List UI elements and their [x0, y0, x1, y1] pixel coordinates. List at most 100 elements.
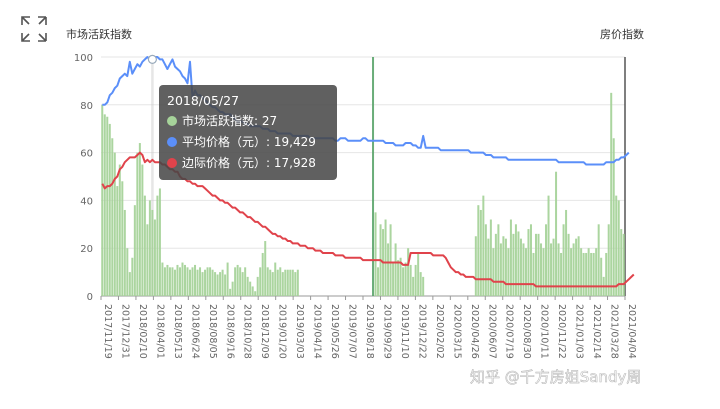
y-tick-label: 80	[80, 101, 93, 112]
bar	[615, 195, 618, 296]
x-tick-label: 2019/04/14	[312, 304, 323, 359]
bar	[555, 171, 558, 296]
bar	[234, 267, 237, 296]
bar	[620, 229, 623, 296]
bar	[204, 269, 207, 296]
bar	[196, 269, 199, 296]
bar	[206, 267, 209, 296]
x-tick-label: 2019/11/10	[399, 304, 410, 359]
bar	[522, 243, 525, 296]
x-tick-label: 2021/01/03	[574, 304, 585, 359]
tooltip-row-activity: 市场活跃指数: 27	[182, 113, 277, 128]
bar	[507, 248, 510, 296]
bar	[259, 267, 262, 296]
bar	[194, 264, 197, 296]
avg-price-line	[102, 56, 630, 166]
x-tick-label: 2020/06/07	[486, 304, 497, 359]
bar	[229, 288, 232, 296]
bar	[570, 248, 573, 296]
bar	[565, 209, 568, 296]
bar	[489, 219, 492, 296]
bar	[479, 209, 482, 296]
x-tick-label: 2019/01/20	[277, 304, 288, 359]
bar	[181, 262, 184, 296]
bar	[101, 104, 104, 296]
bar	[239, 267, 242, 296]
x-tick-label: 2021/02/14	[591, 304, 602, 359]
bar	[148, 200, 151, 296]
bar	[186, 267, 189, 296]
bar	[494, 233, 497, 296]
bar	[103, 114, 106, 296]
bar	[271, 272, 274, 296]
x-tick-label: 2021/03/28	[609, 304, 620, 359]
bar	[158, 188, 161, 296]
bar	[254, 291, 257, 296]
bar	[276, 269, 279, 296]
expand-arrows-icon[interactable]	[21, 16, 47, 42]
bar	[291, 269, 294, 296]
x-tick-label: 2018/12/09	[259, 304, 270, 359]
bar	[146, 224, 149, 296]
bar	[575, 238, 578, 296]
bar	[281, 272, 284, 296]
x-tick-label: 2019/07/07	[347, 304, 358, 359]
bar	[289, 269, 292, 296]
bar	[585, 252, 588, 296]
bar	[537, 233, 540, 296]
bar	[236, 264, 239, 296]
bar	[231, 281, 234, 296]
bar	[279, 267, 282, 296]
x-tick-label: 2020/11/22	[556, 304, 567, 359]
bar	[514, 224, 517, 296]
bar	[529, 224, 532, 296]
bar	[562, 224, 565, 296]
bar	[168, 267, 171, 296]
bar	[595, 248, 598, 296]
bar	[567, 233, 570, 296]
left-axis-title: 市场活跃指数	[66, 27, 132, 41]
bar	[547, 195, 550, 296]
bar	[377, 267, 380, 296]
bar	[545, 224, 548, 296]
bar	[550, 243, 553, 296]
bar	[163, 267, 166, 296]
x-tick-label: 2018/09/16	[224, 304, 235, 359]
bar	[524, 248, 527, 296]
x-tick-label: 2018/04/01	[154, 304, 165, 359]
bar	[519, 238, 522, 296]
x-axis: 2017/11/19 2017/12/31 2018/02/10 2018/04/01…	[100, 296, 637, 359]
y-tick-label: 60	[80, 149, 93, 160]
bar-series[interactable]	[101, 57, 625, 296]
x-tick-label: 2020/02/02	[434, 304, 445, 359]
bar	[224, 274, 227, 296]
bar	[121, 181, 124, 296]
bar	[251, 286, 254, 296]
bar	[592, 252, 595, 296]
bar	[116, 186, 119, 296]
x-tick-label: 2018/10/28	[242, 304, 253, 359]
bar	[221, 269, 224, 296]
x-tick-label: 2020/04/26	[469, 304, 480, 359]
bar	[106, 116, 109, 296]
bar	[612, 138, 615, 296]
bar	[286, 269, 289, 296]
bar	[294, 272, 297, 296]
tooltip-title: 2018/05/27	[167, 93, 239, 108]
line-series[interactable]	[101, 54, 635, 288]
bar	[173, 269, 176, 296]
bar	[264, 241, 267, 296]
bar	[111, 138, 114, 296]
bar	[372, 57, 375, 296]
bar	[261, 252, 264, 296]
bar	[384, 219, 387, 296]
x-tick-label: 2018/06/24	[189, 304, 200, 359]
bar	[474, 236, 477, 296]
bar	[128, 272, 131, 296]
hover-band	[151, 57, 154, 296]
bar	[560, 252, 563, 296]
bar	[166, 264, 169, 296]
bar	[582, 252, 585, 296]
bar	[577, 236, 580, 296]
